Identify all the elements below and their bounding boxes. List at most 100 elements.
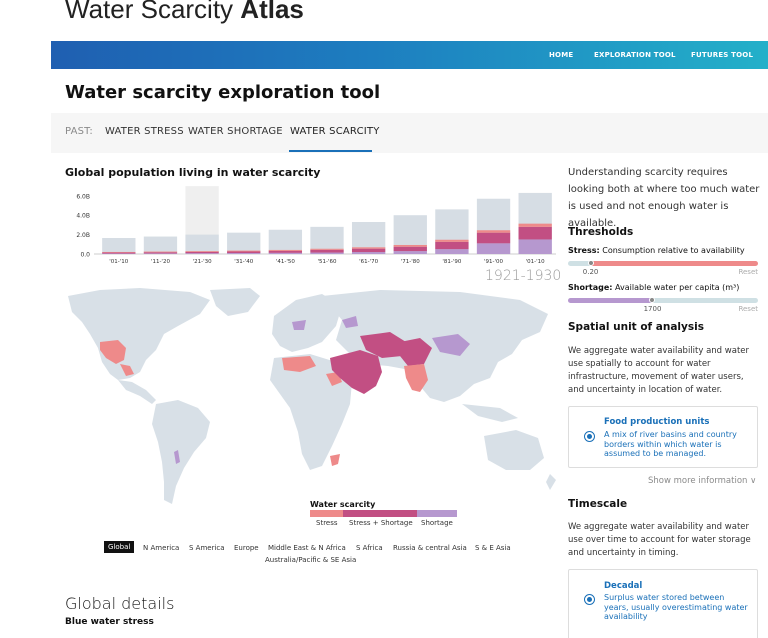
bar-segment-stress bbox=[393, 244, 427, 247]
stress-label-text: Consumption relative to availability bbox=[602, 246, 745, 255]
x-tick-label: '21-'30 bbox=[193, 259, 213, 265]
region-europe[interactable]: Europe bbox=[234, 544, 259, 552]
tab-water-stress[interactable]: WATER STRESS bbox=[105, 126, 184, 137]
tabs-prefix: PAST: bbox=[65, 126, 93, 137]
stress-label: Stress: Consumption relative to availabi… bbox=[568, 246, 762, 255]
bar-segment-shortage bbox=[393, 251, 427, 254]
legend-swatch-shortage bbox=[417, 510, 457, 517]
timescale-option-decadal[interactable]: Decadal Surplus water stored between yea… bbox=[568, 569, 758, 638]
bar-segment-stress-shortage bbox=[268, 250, 303, 253]
map-central-america bbox=[118, 380, 156, 404]
stress-reset-link[interactable]: Reset bbox=[738, 268, 758, 276]
bar-total-population bbox=[102, 238, 136, 254]
bar-segment-stress-shortage bbox=[476, 232, 511, 244]
legend-label-shortage: Shortage bbox=[421, 519, 453, 527]
bar-segment-stress bbox=[518, 223, 552, 227]
bar-segment-stress-shortage bbox=[143, 252, 178, 254]
bar-segment-stress-shortage bbox=[518, 226, 552, 240]
shortage-slider-track[interactable] bbox=[568, 298, 758, 303]
spatial-option-food-units[interactable]: Food production units A mix of river bas… bbox=[568, 406, 758, 468]
brand-bold: Atlas bbox=[240, 0, 304, 24]
bar-total-population bbox=[185, 234, 219, 254]
x-tick-label: '01-'10 bbox=[526, 259, 546, 265]
map-europe bbox=[272, 294, 342, 352]
show-more-link[interactable]: Show more information ∨ bbox=[648, 476, 757, 486]
option-description: A mix of river basins and country border… bbox=[604, 430, 737, 458]
x-tick-label: '61-'70 bbox=[359, 259, 379, 265]
bar-segment-shortage bbox=[185, 253, 219, 254]
population-bar-chart[interactable]: 6.0B 4.0B 2.0B 0.0 '01-'10 '11-'20 '21-'30 '31-… bbox=[60, 186, 560, 270]
page-title: Water scarcity exploration tool bbox=[65, 82, 381, 103]
stress-label-bold: Stress: bbox=[568, 246, 600, 255]
timescale-heading: Timescale bbox=[568, 498, 628, 510]
region-middle-east[interactable]: Middle East & N Africa bbox=[268, 544, 346, 552]
region-s-africa[interactable]: S Africa bbox=[356, 544, 383, 552]
world-map[interactable] bbox=[60, 286, 560, 512]
timescale-description: We aggregate water availability and wate… bbox=[568, 522, 751, 558]
bar-segment-shortage bbox=[476, 243, 511, 254]
shortage-label: Shortage: Available water per capita (m³… bbox=[568, 283, 762, 292]
spatial-description: We aggregate water availability and wate… bbox=[568, 346, 749, 395]
radio-selected-icon[interactable] bbox=[584, 431, 595, 442]
x-tick-label: '01-'10 bbox=[109, 259, 129, 265]
stress-slider-track[interactable] bbox=[568, 261, 758, 266]
x-tick-label: '91-'00 bbox=[484, 259, 504, 265]
map-se-asia bbox=[462, 404, 518, 422]
map-scarcity-us-southwest bbox=[100, 340, 126, 364]
map-greenland bbox=[210, 288, 260, 316]
map-scarcity-n-africa bbox=[282, 356, 316, 372]
shortage-reset-link[interactable]: Reset bbox=[738, 305, 758, 313]
bar-segment-shortage bbox=[227, 253, 261, 254]
top-navbar: HOME EXPLORATION TOOL FUTURES TOOL bbox=[51, 41, 768, 69]
map-south-america bbox=[152, 400, 210, 504]
chart-title: Global population living in water scarci… bbox=[65, 166, 321, 179]
y-tick-label: 2.0B bbox=[76, 232, 90, 239]
nav-exploration-link[interactable]: EXPLORATION TOOL bbox=[594, 51, 676, 59]
legend-title: Water scarcity bbox=[310, 500, 376, 509]
tab-water-shortage[interactable]: WATER SHORTAGE bbox=[188, 126, 283, 137]
map-legend: Water scarcity Stress Stress + Shortage … bbox=[310, 500, 460, 529]
brand-light: Water Scarcity bbox=[65, 0, 234, 24]
shortage-slider: Shortage: Available water per capita (m³… bbox=[568, 283, 762, 317]
bar-segment-stress bbox=[435, 239, 469, 242]
region-n-america[interactable]: N America bbox=[143, 544, 180, 552]
bar-total-population bbox=[143, 236, 178, 254]
region-australia-pacific[interactable]: Australia/Pacific & SE Asia bbox=[265, 556, 357, 564]
tab-water-scarcity[interactable]: WATER SCARCITY bbox=[290, 126, 380, 137]
option-title: Food production units bbox=[604, 417, 710, 427]
map-australia bbox=[484, 430, 544, 470]
active-tab-indicator bbox=[289, 150, 372, 152]
site-logo[interactable]: Water Scarcity Atlas bbox=[65, 0, 304, 25]
bar-segment-shortage bbox=[518, 239, 552, 254]
shortage-slider-handle[interactable] bbox=[648, 297, 655, 303]
nav-home-link[interactable]: HOME bbox=[549, 51, 574, 59]
option-title: Decadal bbox=[604, 581, 643, 591]
legend-label-stress: Stress bbox=[316, 519, 338, 527]
bar-segment-shortage bbox=[351, 252, 386, 254]
stress-slider-handle[interactable] bbox=[587, 260, 594, 266]
bar-segment-stress-shortage bbox=[227, 251, 261, 254]
shortage-label-bold: Shortage: bbox=[568, 283, 613, 292]
map-new-zealand bbox=[546, 474, 556, 490]
x-tick-label: '11-'20 bbox=[151, 259, 171, 265]
details-heading: Global details bbox=[65, 594, 175, 613]
map-scarcity-middle-east bbox=[330, 350, 382, 394]
x-tick-label: '71-'80 bbox=[401, 259, 421, 265]
bar-segment-shortage bbox=[310, 252, 344, 254]
region-global[interactable]: Global bbox=[104, 541, 135, 553]
details-subheading: Blue water stress bbox=[65, 617, 154, 627]
stress-slider: Stress: Consumption relative to availabi… bbox=[568, 246, 762, 280]
region-s-e-asia[interactable]: S & E Asia bbox=[475, 544, 511, 552]
y-tick-label: 6.0B bbox=[76, 193, 90, 200]
thresholds-heading: Thresholds bbox=[568, 226, 634, 238]
bar-segment-stress-shortage bbox=[310, 249, 344, 253]
stress-value: 0.20 bbox=[582, 268, 599, 276]
x-tick-label: '31-'40 bbox=[234, 259, 254, 265]
region-russia-central-asia[interactable]: Russia & central Asia bbox=[393, 544, 467, 552]
radio-selected-icon[interactable] bbox=[584, 594, 595, 605]
bar-segment-shortage bbox=[143, 253, 178, 254]
nav-futures-link[interactable]: FUTURES TOOL bbox=[691, 51, 754, 59]
bar-segment-stress bbox=[310, 248, 344, 250]
bar-segment-shortage bbox=[268, 252, 303, 254]
region-s-america[interactable]: S America bbox=[189, 544, 225, 552]
